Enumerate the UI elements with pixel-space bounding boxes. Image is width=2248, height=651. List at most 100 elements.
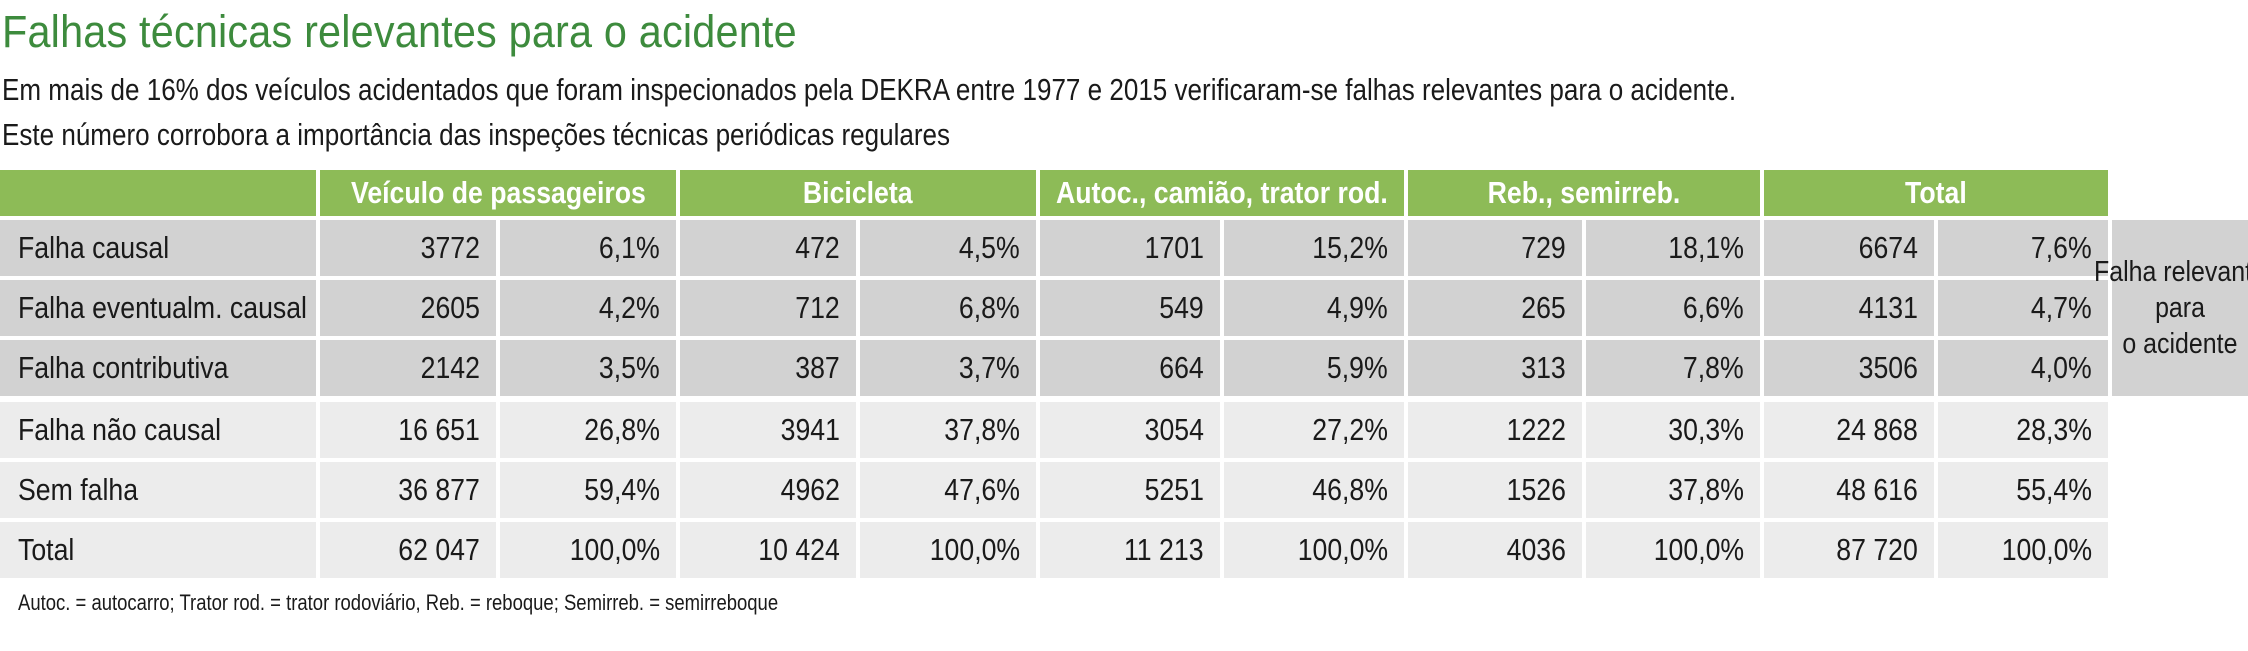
row-label: Falha causal (0, 220, 316, 276)
cell-value: 3772 (420, 230, 480, 265)
header-blank-cell (0, 170, 316, 216)
subtitle-line-1: Em mais de 16% dos veículos acidentados … (2, 72, 1737, 107)
cell-value: 712 (795, 290, 840, 325)
cell-value: 1701 (1144, 230, 1204, 265)
count-cell: 664 (1040, 340, 1220, 396)
column-header: Autoc., camião, trator rod. (1040, 170, 1404, 216)
row-label-text: Falha eventualm. causal (18, 290, 307, 325)
count-cell: 3506 (1764, 340, 1934, 396)
cell-value: 100,0% (569, 532, 660, 567)
percent-cell: 55,4% (1938, 462, 2108, 518)
cell-value: 7,8% (1683, 350, 1744, 385)
count-cell: 729 (1408, 220, 1582, 276)
row-label-text: Falha contributiva (18, 350, 229, 385)
row-label-text: Falha não causal (18, 412, 222, 447)
percent-cell: 100,0% (1586, 522, 1760, 578)
cell-value: 387 (795, 350, 840, 385)
cell-value: 30,3% (1668, 412, 1744, 447)
percent-cell: 100,0% (860, 522, 1036, 578)
cell-value: 4,5% (959, 230, 1020, 265)
side-label-line: para (2155, 292, 2205, 324)
cell-value: 55,4% (2016, 472, 2092, 507)
count-cell: 11 213 (1040, 522, 1220, 578)
cell-value: 4131 (1858, 290, 1918, 325)
percent-cell: 15,2% (1224, 220, 1404, 276)
count-cell: 3941 (680, 402, 856, 458)
percent-cell: 37,8% (1586, 462, 1760, 518)
count-cell: 387 (680, 340, 856, 396)
percent-cell: 30,3% (1586, 402, 1760, 458)
column-header-label: Veículo de passageiros (350, 175, 646, 210)
percent-cell: 100,0% (500, 522, 676, 578)
percent-cell: 6,8% (860, 280, 1036, 336)
cell-value: 729 (1521, 230, 1566, 265)
count-cell: 87 720 (1764, 522, 1934, 578)
count-cell: 1701 (1040, 220, 1220, 276)
cell-value: 24 868 (1836, 412, 1918, 447)
percent-cell: 4,2% (500, 280, 676, 336)
cell-value: 472 (795, 230, 840, 265)
column-header-label: Reb., semirreb. (1487, 175, 1681, 210)
count-cell: 16 651 (320, 402, 496, 458)
percent-cell: 47,6% (860, 462, 1036, 518)
count-cell: 4131 (1764, 280, 1934, 336)
count-cell: 3772 (320, 220, 496, 276)
count-cell: 4036 (1408, 522, 1582, 578)
row-label: Sem falha (0, 462, 316, 518)
cell-value: 265 (1521, 290, 1566, 325)
count-cell: 472 (680, 220, 856, 276)
cell-value: 27,2% (1312, 412, 1388, 447)
percent-cell: 4,5% (860, 220, 1036, 276)
column-header-label: Autoc., camião, trator rod. (1056, 175, 1388, 210)
percent-cell: 27,2% (1224, 402, 1404, 458)
row-label: Falha contributiva (0, 340, 316, 396)
count-cell: 265 (1408, 280, 1582, 336)
percent-cell: 59,4% (500, 462, 676, 518)
subtitle-line-2: Este número corrobora a importância das … (2, 117, 951, 152)
column-header-label: Total (1905, 175, 1967, 210)
percent-cell: 37,8% (860, 402, 1036, 458)
cell-value: 2142 (420, 350, 480, 385)
percent-cell: 6,1% (500, 220, 676, 276)
percent-cell: 6,6% (1586, 280, 1760, 336)
row-label: Falha eventualm. causal (0, 280, 316, 336)
percent-cell: 7,8% (1586, 340, 1760, 396)
percent-cell: 18,1% (1586, 220, 1760, 276)
cell-value: 3054 (1144, 412, 1204, 447)
column-header-label: Bicicleta (803, 175, 913, 210)
relevant-fault-side-label: Falha relevante para o acidente (2094, 220, 2248, 396)
cell-value: 36 877 (398, 472, 480, 507)
cell-value: 4,7% (2031, 290, 2092, 325)
percent-cell: 4,7% (1938, 280, 2108, 336)
cell-value: 37,8% (1668, 472, 1744, 507)
column-header: Total (1764, 170, 2108, 216)
cell-value: 3941 (780, 412, 840, 447)
cell-value: 37,8% (944, 412, 1020, 447)
percent-cell: 100,0% (1224, 522, 1404, 578)
percent-cell: 100,0% (1938, 522, 2108, 578)
count-cell: 313 (1408, 340, 1582, 396)
count-cell: 62 047 (320, 522, 496, 578)
cell-value: 3506 (1858, 350, 1918, 385)
cell-value: 47,6% (944, 472, 1020, 507)
cell-value: 3,7% (959, 350, 1020, 385)
column-header: Bicicleta (680, 170, 1036, 216)
percent-cell: 4,0% (1938, 340, 2108, 396)
cell-value: 1526 (1506, 472, 1566, 507)
percent-cell: 46,8% (1224, 462, 1404, 518)
cell-value: 6,8% (959, 290, 1020, 325)
percent-cell: 4,9% (1224, 280, 1404, 336)
count-cell: 712 (680, 280, 856, 336)
percent-cell: 3,5% (500, 340, 676, 396)
cell-value: 87 720 (1836, 532, 1918, 567)
percent-cell: 26,8% (500, 402, 676, 458)
percent-cell: 3,7% (860, 340, 1036, 396)
cell-value: 1222 (1506, 412, 1566, 447)
page-title: Falhas técnicas relevantes para o aciden… (2, 6, 797, 57)
cell-value: 6674 (1858, 230, 1918, 265)
row-label: Total (0, 522, 316, 578)
side-label-line: o acidente (2122, 328, 2238, 360)
count-cell: 2605 (320, 280, 496, 336)
row-label-text: Sem falha (18, 472, 139, 507)
count-cell: 36 877 (320, 462, 496, 518)
